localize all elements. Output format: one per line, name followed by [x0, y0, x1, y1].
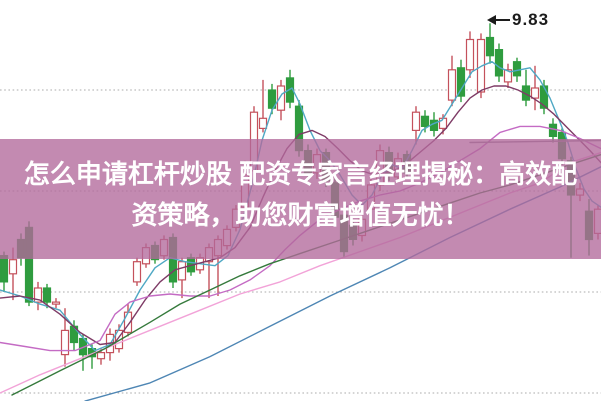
candle-body: [60, 329, 70, 356]
candle-body: [494, 48, 504, 77]
candle-body: [548, 123, 558, 138]
candle-body: [258, 117, 268, 130]
candle-body: [530, 87, 540, 99]
left-arrow-icon: [487, 15, 496, 25]
candle-body: [485, 36, 495, 57]
promo-banner-line-1: 怎么申请杠杆炒股 配资专家言经理揭秘：高效配: [23, 159, 578, 189]
candle-body: [0, 255, 9, 283]
candle-body: [267, 89, 277, 109]
candle-body: [51, 301, 61, 305]
candle-body: [276, 85, 286, 111]
candle-body: [8, 259, 18, 275]
candle-body: [420, 115, 430, 128]
candle-body: [42, 287, 52, 303]
candle-body: [512, 61, 522, 77]
candle-body: [177, 261, 187, 281]
candle-body: [456, 67, 466, 97]
candle-body: [465, 38, 475, 71]
high-price-label: 9.83: [512, 10, 550, 29]
candle-body: [447, 69, 457, 101]
candle-body: [114, 329, 124, 350]
candle-body: [503, 69, 513, 83]
promo-banner-line-2: 资策略，助您财富增值无忧！: [131, 200, 470, 230]
candle-body: [132, 261, 142, 283]
candle-body: [96, 352, 106, 360]
candle-body: [33, 287, 43, 303]
promo-banner[interactable]: 怎么申请杠杆炒股 配资专家言经理揭秘：高效配 资策略，助您财富增值无忧！: [0, 139, 601, 259]
high-price-annotation: 9.83: [487, 10, 550, 29]
left-arrow-line: [496, 19, 510, 21]
candle-body: [411, 111, 421, 131]
